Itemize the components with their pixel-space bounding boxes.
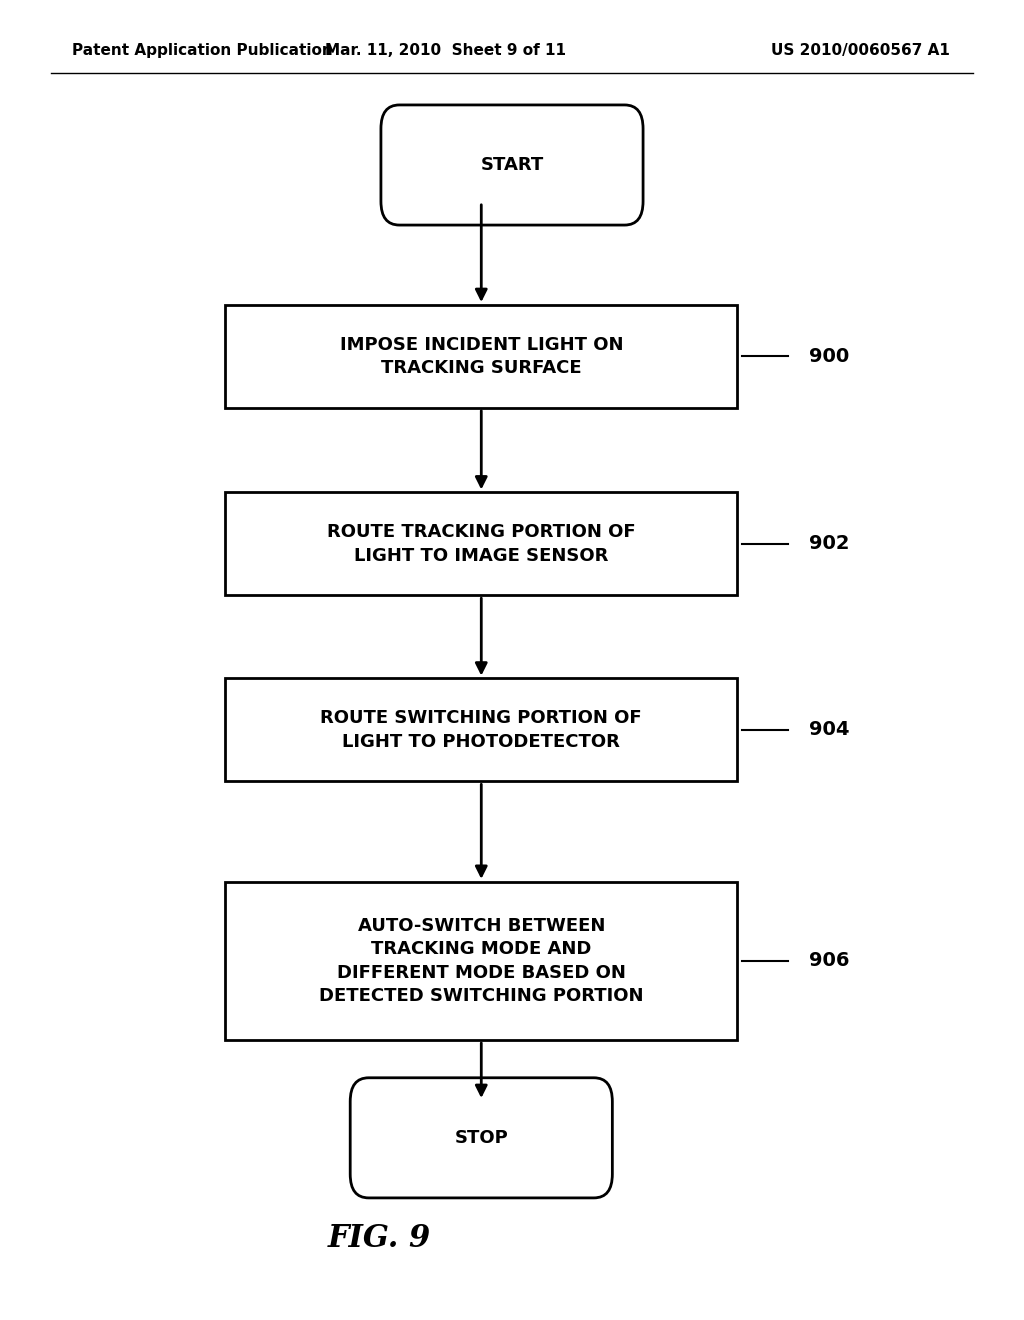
Text: 906: 906	[809, 952, 850, 970]
Text: AUTO-SWITCH BETWEEN
TRACKING MODE AND
DIFFERENT MODE BASED ON
DETECTED SWITCHING: AUTO-SWITCH BETWEEN TRACKING MODE AND DI…	[319, 916, 643, 1006]
Text: 902: 902	[809, 535, 850, 553]
FancyBboxPatch shape	[225, 305, 737, 408]
Text: ROUTE TRACKING PORTION OF
LIGHT TO IMAGE SENSOR: ROUTE TRACKING PORTION OF LIGHT TO IMAGE…	[327, 523, 636, 565]
Text: ROUTE SWITCHING PORTION OF
LIGHT TO PHOTODETECTOR: ROUTE SWITCHING PORTION OF LIGHT TO PHOT…	[321, 709, 642, 751]
Text: START: START	[480, 156, 544, 174]
Text: US 2010/0060567 A1: US 2010/0060567 A1	[771, 42, 949, 58]
Text: IMPOSE INCIDENT LIGHT ON
TRACKING SURFACE: IMPOSE INCIDENT LIGHT ON TRACKING SURFAC…	[340, 335, 623, 378]
FancyBboxPatch shape	[225, 882, 737, 1040]
FancyBboxPatch shape	[225, 678, 737, 781]
Text: STOP: STOP	[455, 1129, 508, 1147]
FancyBboxPatch shape	[350, 1077, 612, 1199]
Text: Mar. 11, 2010  Sheet 9 of 11: Mar. 11, 2010 Sheet 9 of 11	[325, 42, 566, 58]
Text: 904: 904	[809, 721, 850, 739]
FancyBboxPatch shape	[381, 106, 643, 224]
Text: FIG. 9: FIG. 9	[328, 1222, 430, 1254]
Text: 900: 900	[809, 347, 849, 366]
FancyBboxPatch shape	[225, 492, 737, 595]
Text: Patent Application Publication: Patent Application Publication	[72, 42, 333, 58]
